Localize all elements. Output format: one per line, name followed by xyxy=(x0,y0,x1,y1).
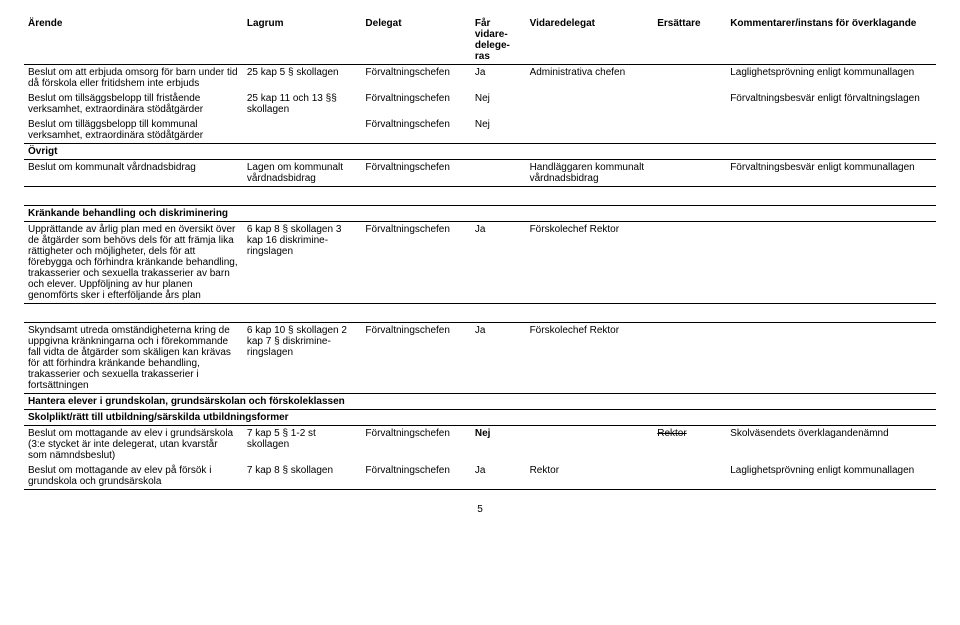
cell-arende: Beslut om tilläggsbelopp till kommunal v… xyxy=(24,117,243,144)
table-row: Beslut om tillsäggsbelopp till friståend… xyxy=(24,91,936,117)
cell-far xyxy=(471,160,526,187)
cell-komm: Förvaltningsbesvär enligt kommunallagen xyxy=(726,160,936,187)
table-row: Beslut om kommunalt vårdnadsbidrag Lagen… xyxy=(24,160,936,187)
cell-delegat: Förvaltningschefen xyxy=(361,426,470,464)
cell-lagrum: 7 kap 5 § 1-2 st skollagen xyxy=(243,426,362,464)
cell-vidare: Handläggaren kommunalt vårdnadsbidrag xyxy=(526,160,654,187)
col-lagrum: Lagrum xyxy=(243,16,362,65)
cell-arende: Skyndsamt utreda omständigheterna kring … xyxy=(24,323,243,394)
cell-far: Ja xyxy=(471,463,526,490)
cell-delegat: Förvaltningschefen xyxy=(361,463,470,490)
col-vidare: Vidaredelegat xyxy=(526,16,654,65)
cell-vidare xyxy=(526,91,654,117)
cell-vidare xyxy=(526,117,654,144)
section-krankande: Kränkande behandling och diskriminering xyxy=(24,206,936,222)
cell-delegat: Förvaltningschefen xyxy=(361,160,470,187)
table-row: Beslut om mottagande av elev i grundsärs… xyxy=(24,426,936,464)
cell-lagrum: 6 kap 10 § skollagen 2 kap 7 § diskrimin… xyxy=(243,323,362,394)
section-title: Kränkande behandling och diskriminering xyxy=(24,206,936,222)
cell-delegat: Förvaltningschefen xyxy=(361,222,470,304)
cell-far: Ja xyxy=(471,222,526,304)
table-row: Skyndsamt utreda omständigheterna kring … xyxy=(24,323,936,394)
cell-far: Nej xyxy=(471,91,526,117)
table-row: Upprättande av årlig plan med en översik… xyxy=(24,222,936,304)
cell-vidare: Rektor xyxy=(526,463,654,490)
cell-komm xyxy=(726,117,936,144)
cell-komm xyxy=(726,222,936,304)
col-delegat: Delegat xyxy=(361,16,470,65)
cell-komm: Skolväsendets överklagandenämnd xyxy=(726,426,936,464)
cell-delegat: Förvaltningschefen xyxy=(361,91,470,117)
cell-vidare: Förskolechef Rektor xyxy=(526,222,654,304)
cell-vidare: Administrativa chefen xyxy=(526,65,654,92)
cell-vidare xyxy=(526,426,654,464)
cell-arende: Upprättande av årlig plan med en översik… xyxy=(24,222,243,304)
cell-lagrum: Lagen om kommunalt vårdnadsbidrag xyxy=(243,160,362,187)
cell-komm xyxy=(726,323,936,394)
cell-ers xyxy=(653,117,726,144)
table-row: Beslut om att erbjuda omsorg för barn un… xyxy=(24,65,936,92)
cell-far: Nej xyxy=(471,426,526,464)
cell-ers xyxy=(653,91,726,117)
cell-ers xyxy=(653,222,726,304)
table-header-row: Ärende Lagrum Delegat Får vidare-delege-… xyxy=(24,16,936,65)
cell-lagrum: 25 kap 5 § skollagen xyxy=(243,65,362,92)
cell-vidare: Förskolechef Rektor xyxy=(526,323,654,394)
section-title: Hantera elever i grundskolan, grundsärsk… xyxy=(24,394,936,410)
cell-lagrum: 25 kap 11 och 13 §§ skollagen xyxy=(243,91,362,117)
cell-arende: Beslut om att erbjuda omsorg för barn un… xyxy=(24,65,243,92)
cell-ers xyxy=(653,463,726,490)
cell-ers xyxy=(653,65,726,92)
table-row: Beslut om mottagande av elev på försök i… xyxy=(24,463,936,490)
cell-komm: Förvaltningsbesvär enligt förvaltningsla… xyxy=(726,91,936,117)
cell-komm: Laglighetsprövning enligt kommunallagen xyxy=(726,65,936,92)
cell-arende: Beslut om tillsäggsbelopp till friståend… xyxy=(24,91,243,117)
cell-arende: Beslut om kommunalt vårdnadsbidrag xyxy=(24,160,243,187)
col-far: Får vidare-delege-ras xyxy=(471,16,526,65)
col-komm: Kommentarer/instans för överklagande xyxy=(726,16,936,65)
cell-far: Nej xyxy=(471,117,526,144)
col-ers: Ersättare xyxy=(653,16,726,65)
delegation-table: Ärende Lagrum Delegat Får vidare-delege-… xyxy=(24,16,936,490)
cell-delegat: Förvaltningschefen xyxy=(361,65,470,92)
cell-lagrum: 6 kap 8 § skollagen 3 kap 16 diskrimine-… xyxy=(243,222,362,304)
ers-strike: Rektor xyxy=(657,428,686,439)
cell-komm: Laglighetsprövning enligt kommunallagen xyxy=(726,463,936,490)
table-row: Beslut om tilläggsbelopp till kommunal v… xyxy=(24,117,936,144)
cell-ers xyxy=(653,160,726,187)
cell-far: Ja xyxy=(471,65,526,92)
cell-lagrum xyxy=(243,117,362,144)
section-title: Övrigt xyxy=(24,144,936,160)
section-title: Skolplikt/rätt till utbildning/särskilda… xyxy=(24,410,936,426)
cell-ers xyxy=(653,323,726,394)
cell-lagrum: 7 kap 8 § skollagen xyxy=(243,463,362,490)
cell-delegat: Förvaltningschefen xyxy=(361,323,470,394)
cell-delegat: Förvaltningschefen xyxy=(361,117,470,144)
section-skolplikt: Skolplikt/rätt till utbildning/särskilda… xyxy=(24,410,936,426)
section-hantera: Hantera elever i grundskolan, grundsärsk… xyxy=(24,394,936,410)
cell-arende: Beslut om mottagande av elev i grundsärs… xyxy=(24,426,243,464)
col-arende: Ärende xyxy=(24,16,243,65)
section-ovrigt: Övrigt xyxy=(24,144,936,160)
page-number: 5 xyxy=(24,504,936,515)
cell-far: Ja xyxy=(471,323,526,394)
cell-arende: Beslut om mottagande av elev på försök i… xyxy=(24,463,243,490)
cell-ers: Rektor xyxy=(653,426,726,464)
